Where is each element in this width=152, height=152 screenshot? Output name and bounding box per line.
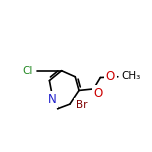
Text: N: N — [48, 93, 57, 106]
Text: O: O — [93, 87, 103, 100]
Text: O: O — [106, 69, 115, 83]
Text: Br: Br — [76, 100, 88, 110]
Text: Cl: Cl — [22, 66, 33, 76]
Text: CH₃: CH₃ — [122, 71, 141, 81]
